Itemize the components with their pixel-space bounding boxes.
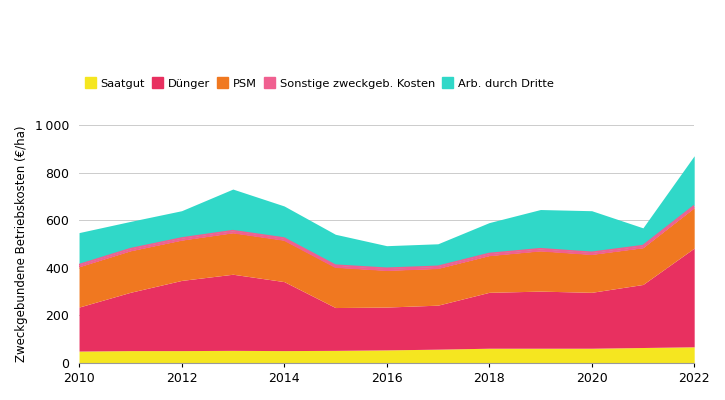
Legend: Saatgut, Dünger, PSM, Sonstige zweckgeb. Kosten, Arb. durch Dritte: Saatgut, Dünger, PSM, Sonstige zweckgeb.… xyxy=(85,78,554,89)
Y-axis label: Zweckgebundene Betriebskosten (€/ha): Zweckgebundene Betriebskosten (€/ha) xyxy=(15,126,28,362)
